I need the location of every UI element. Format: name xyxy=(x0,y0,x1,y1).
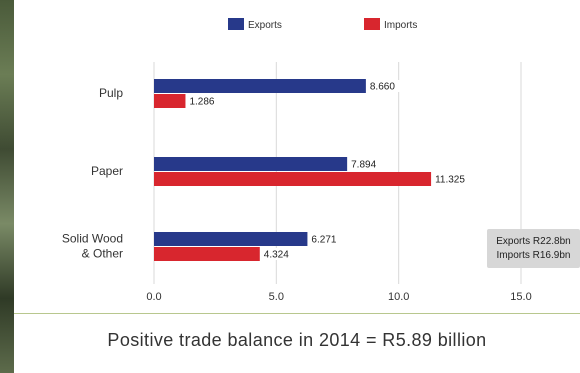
bar-exports xyxy=(154,79,366,93)
value-label: 11.325 xyxy=(435,175,465,186)
category-label: Paper xyxy=(91,164,123,178)
summary-exports: Exports R22.8bn xyxy=(496,235,571,247)
value-label-bg xyxy=(366,80,405,92)
value-label-bg xyxy=(260,248,299,260)
legend-label: Exports xyxy=(248,20,282,31)
value-label-bg xyxy=(348,158,387,170)
legend-swatch xyxy=(228,18,244,30)
value-label: 1.286 xyxy=(189,97,214,108)
trade-bar-chart: 0.0 5.0 10.0 15.0 Billion Rand Pulp 8.660 1.286… xyxy=(62,18,532,310)
background-photo-strip xyxy=(0,0,14,373)
trade-balance-footer: Positive trade balance in 2014 = R5.89 b… xyxy=(107,329,487,350)
category-label: & Other xyxy=(82,247,123,261)
trade-summary-box: Exports R22.8bn Imports R16.9bn xyxy=(487,229,580,268)
legend-label: Imports xyxy=(384,20,417,31)
bar-imports xyxy=(154,247,260,261)
divider-line xyxy=(14,313,580,314)
summary-imports: Imports R16.9bn xyxy=(496,249,571,261)
bar-imports xyxy=(154,94,186,108)
category-label: Solid Wood xyxy=(62,232,123,246)
bar-exports xyxy=(154,232,308,246)
value-label-bg xyxy=(432,173,477,185)
x-tick-label: 5.0 xyxy=(269,291,284,303)
x-tick-label: 0.0 xyxy=(146,291,161,303)
value-label-bg xyxy=(186,95,225,107)
value-label: 4.324 xyxy=(264,250,289,261)
legend-swatch xyxy=(364,18,380,30)
x-axis-title: Billion Rand xyxy=(301,309,370,310)
value-label: 7.894 xyxy=(351,160,376,171)
value-label: 8.660 xyxy=(370,82,395,93)
category-label: Pulp xyxy=(99,86,123,100)
bar-exports xyxy=(154,157,348,171)
x-tick-label: 15.0 xyxy=(510,291,531,303)
bar-imports xyxy=(154,172,432,186)
value-label-bg xyxy=(308,233,347,245)
value-label: 6.271 xyxy=(311,235,336,246)
x-tick-label: 10.0 xyxy=(388,291,409,303)
